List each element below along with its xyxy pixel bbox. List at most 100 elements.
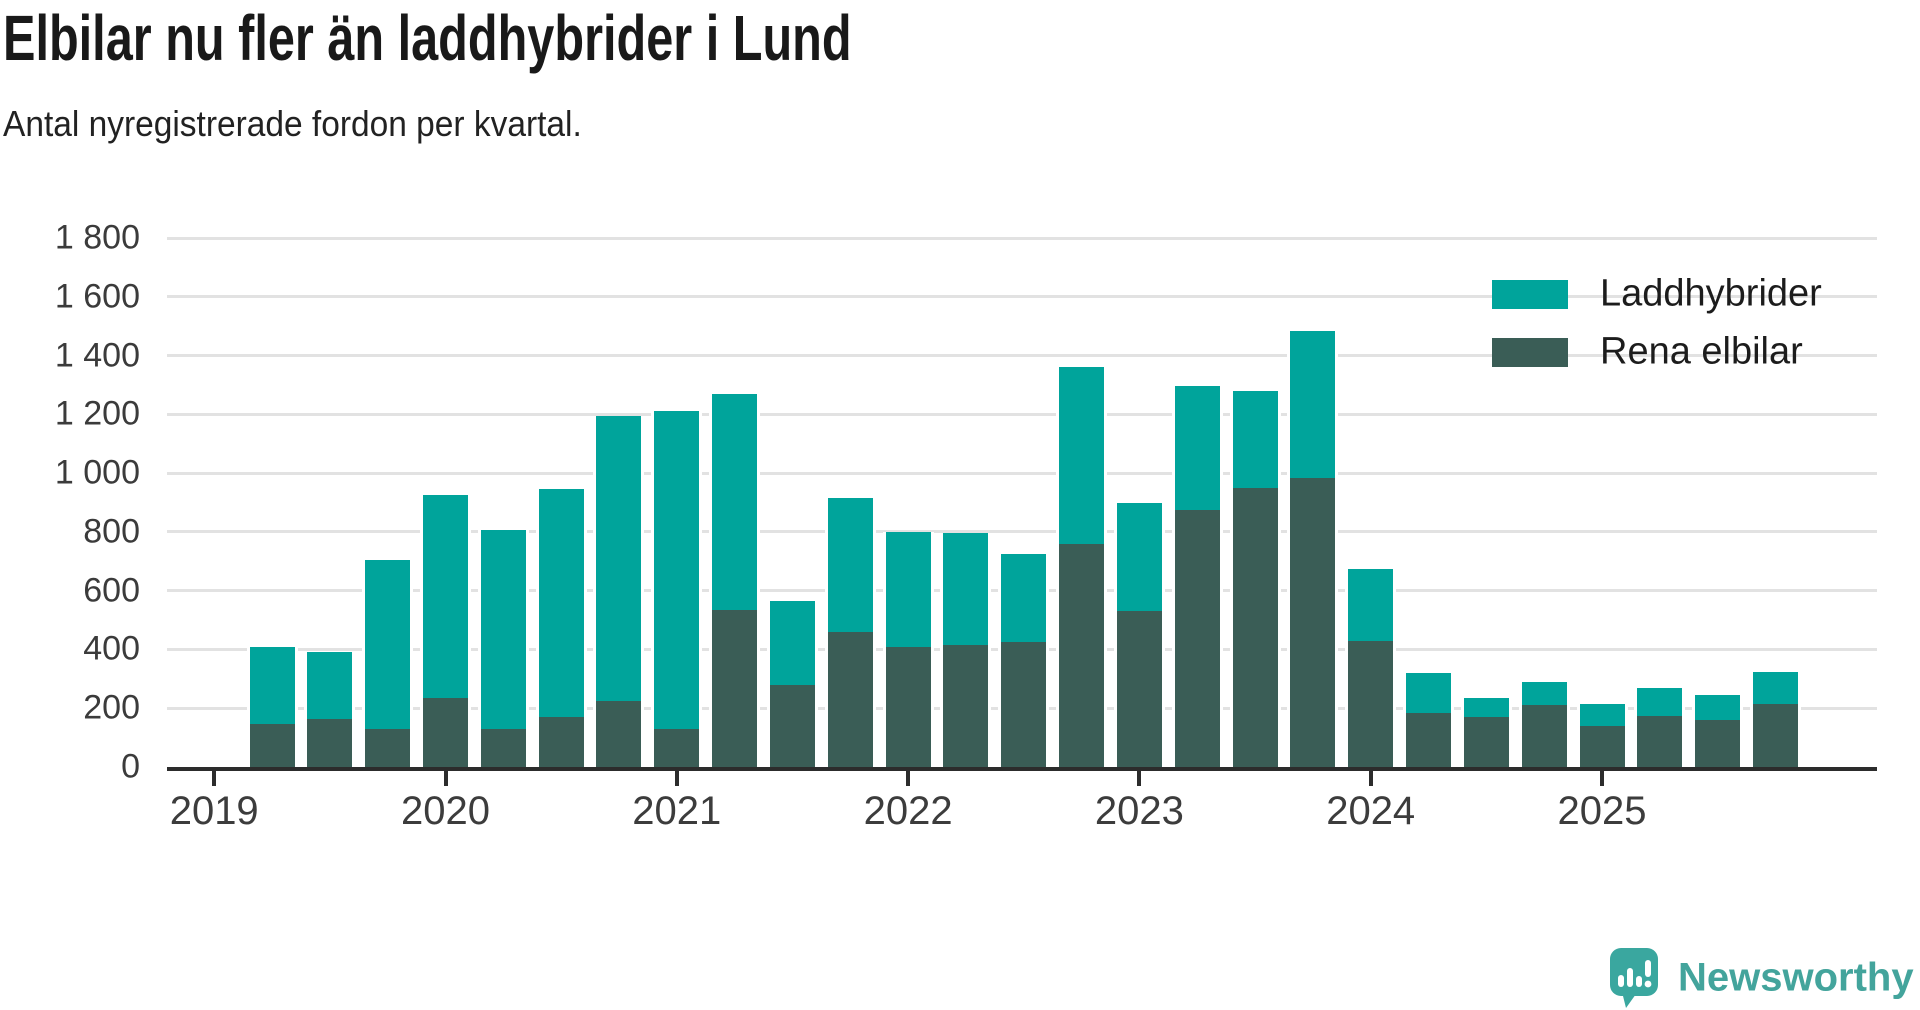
segment-rena-elbilar — [1348, 640, 1394, 767]
y-tick-label: 1 800 — [54, 218, 140, 257]
bar-2022-Q3 — [998, 553, 1050, 767]
segment-laddhybrider — [596, 415, 642, 701]
segment-rena-elbilar — [596, 700, 642, 767]
x-tick-2019 — [212, 771, 217, 786]
bar-2022-Q1 — [882, 531, 934, 767]
bar-2023-Q2 — [1171, 386, 1223, 767]
x-tick-2024 — [1368, 771, 1373, 786]
segment-laddhybrider — [712, 393, 758, 610]
y-tick-label: 0 — [121, 747, 140, 786]
segment-rena-elbilar — [654, 728, 700, 767]
segment-rena-elbilar — [943, 645, 989, 767]
bar-2020-Q3 — [535, 489, 587, 767]
x-tick-2023 — [1137, 771, 1142, 786]
gridline-1600 — [167, 295, 1877, 299]
gridline-1400 — [167, 354, 1877, 358]
y-tick-label: 1 600 — [54, 277, 140, 316]
segment-rena-elbilar — [1463, 717, 1509, 767]
bar-2024-Q3 — [1460, 697, 1512, 767]
x-tick-label: 2024 — [1326, 789, 1416, 833]
segment-laddhybrider — [1059, 367, 1105, 544]
segment-laddhybrider — [827, 498, 873, 632]
bar-2024-Q2 — [1403, 672, 1455, 767]
segment-laddhybrider — [538, 489, 584, 718]
segment-laddhybrider — [943, 533, 989, 646]
segment-rena-elbilar — [1637, 715, 1683, 767]
segment-laddhybrider — [249, 646, 295, 725]
y-tick-label: 200 — [83, 688, 140, 727]
segment-laddhybrider — [654, 411, 700, 729]
y-tick-label: 1 000 — [54, 453, 140, 492]
segment-laddhybrider — [1637, 687, 1683, 716]
segment-laddhybrider — [1116, 502, 1162, 612]
newsworthy-logo: Newsworthy — [1610, 948, 1920, 1010]
y-tick-label: 1 200 — [54, 394, 140, 433]
segment-laddhybrider — [1521, 681, 1567, 706]
segment-rena-elbilar — [423, 697, 468, 767]
bar-2025-Q3 — [1692, 695, 1744, 767]
x-tick-label: 2019 — [169, 789, 259, 833]
bar-2024-Q1 — [1345, 568, 1397, 767]
bar-2021-Q2 — [709, 393, 761, 767]
newsworthy-logo-text: Newsworthy — [1678, 955, 1914, 1000]
legend-label: Laddhybrider — [1600, 272, 1822, 315]
segment-rena-elbilar — [538, 717, 584, 767]
segment-rena-elbilar — [1232, 487, 1278, 767]
bar-2023-Q3 — [1229, 390, 1281, 767]
bar-2019-Q4 — [362, 559, 414, 767]
segment-rena-elbilar — [712, 609, 758, 767]
bar-2021-Q1 — [651, 411, 703, 767]
segment-laddhybrider — [1290, 330, 1336, 478]
legend-label: Rena elbilar — [1600, 330, 1803, 373]
segment-laddhybrider — [1001, 553, 1047, 643]
segment-laddhybrider — [1579, 703, 1625, 726]
x-tick-2021 — [674, 771, 679, 786]
gridline-1000 — [167, 471, 1877, 475]
bar-2025-Q4 — [1749, 671, 1801, 767]
bar-2020-Q4 — [593, 415, 645, 767]
segment-laddhybrider — [423, 495, 468, 698]
x-tick-label: 2023 — [1094, 789, 1184, 833]
segment-rena-elbilar — [827, 631, 873, 767]
segment-rena-elbilar — [1290, 477, 1336, 767]
bar-2020-Q1 — [420, 495, 471, 767]
segment-rena-elbilar — [1059, 543, 1105, 767]
y-tick-label: 1 400 — [54, 336, 140, 375]
newsworthy-logo-icon — [1610, 948, 1658, 1008]
segment-laddhybrider — [1695, 695, 1741, 720]
segment-rena-elbilar — [249, 724, 295, 767]
gridline-1200 — [167, 412, 1877, 416]
segment-laddhybrider — [1406, 672, 1452, 713]
bar-2024-Q4 — [1518, 681, 1570, 767]
segment-rena-elbilar — [1579, 725, 1625, 767]
segment-rena-elbilar — [307, 718, 353, 767]
bar-2022-Q4 — [1056, 367, 1108, 767]
x-tick-label: 2021 — [632, 789, 722, 833]
segment-rena-elbilar — [1695, 719, 1741, 767]
x-tick-label: 2022 — [863, 789, 953, 833]
gridline-800 — [167, 530, 1877, 534]
bar-2019-Q3 — [304, 652, 356, 767]
segment-rena-elbilar — [1406, 712, 1452, 767]
x-tick-2022 — [906, 771, 911, 786]
chart-subtitle: Antal nyregistrerade fordon per kvartal. — [3, 103, 582, 144]
bar-2023-Q4 — [1287, 330, 1339, 767]
bar-2025-Q2 — [1634, 687, 1686, 767]
segment-rena-elbilar — [1521, 705, 1567, 767]
bar-2023-Q1 — [1113, 502, 1165, 767]
segment-rena-elbilar — [1116, 611, 1162, 767]
y-tick-label: 800 — [83, 512, 140, 551]
plot-area — [167, 236, 1877, 771]
segment-rena-elbilar — [885, 646, 931, 767]
gridline-1800 — [167, 236, 1877, 240]
segment-laddhybrider — [1174, 386, 1220, 510]
bar-2019-Q2 — [246, 646, 298, 767]
segment-rena-elbilar — [769, 684, 815, 767]
bar-2025-Q1 — [1576, 703, 1628, 767]
segment-laddhybrider — [1232, 390, 1278, 488]
segment-laddhybrider — [365, 559, 411, 729]
x-tick-2020 — [443, 771, 448, 786]
segment-rena-elbilar — [480, 728, 526, 767]
x-tick-label: 2020 — [401, 789, 490, 833]
x-tick-2025 — [1600, 771, 1604, 786]
